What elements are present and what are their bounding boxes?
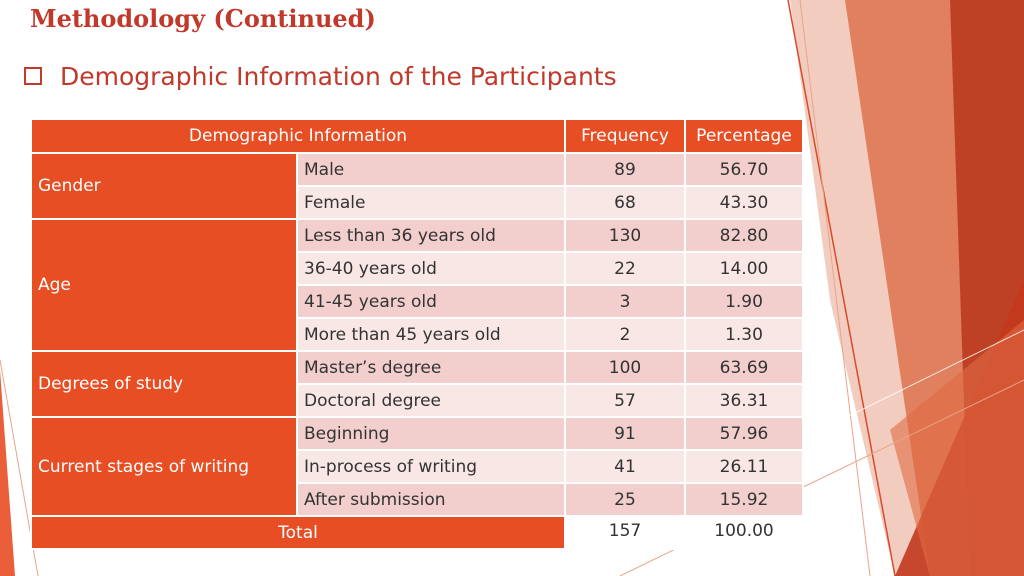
- checkbox-bullet-icon: [24, 67, 42, 85]
- row-label: 36-40 years old: [296, 251, 566, 286]
- row-frequency: 22: [564, 251, 686, 286]
- row-percentage: 1.90: [684, 284, 804, 319]
- table-row: Age Less than 36 years old 130 82.80: [30, 218, 804, 352]
- row-frequency: 25: [564, 482, 686, 517]
- row-label: Beginning: [296, 416, 566, 451]
- slide-title: Methodology (Continued): [30, 4, 376, 33]
- table-row: 41-45 years old 3 1.90: [31, 284, 804, 319]
- row-frequency: 68: [564, 185, 686, 220]
- total-row: Total 157 100.00: [30, 515, 804, 550]
- row-frequency: 100: [564, 350, 686, 385]
- row-percentage: 1.30: [684, 317, 804, 352]
- row-percentage: 43.30: [684, 185, 804, 220]
- row-percentage: 15.92: [684, 482, 804, 517]
- row-label: In-process of writing: [296, 449, 566, 484]
- table-row: Female 68 43.30: [31, 185, 804, 220]
- row-percentage: 56.70: [684, 152, 804, 187]
- group-age: Age: [30, 218, 298, 352]
- row-percentage: 26.11: [684, 449, 804, 484]
- table-row: After submission 25 15.92: [31, 482, 804, 517]
- row-label: Less than 36 years old: [296, 218, 566, 253]
- row-frequency: 3: [564, 284, 686, 319]
- group-writing-stages: Current stages of writing: [30, 416, 298, 517]
- table-row: Degrees of study Master’s degree 100 63.…: [30, 350, 804, 418]
- slide-subtitle: Demographic Information of the Participa…: [24, 58, 617, 94]
- header-demographic: Demographic Information: [30, 118, 566, 154]
- group-gender: Gender: [30, 152, 298, 220]
- row-label: 41-45 years old: [296, 284, 566, 319]
- total-label: Total: [30, 515, 566, 550]
- row-frequency: 89: [564, 152, 686, 187]
- row-frequency: 41: [564, 449, 686, 484]
- row-percentage: 82.80: [684, 218, 804, 253]
- group-degrees: Degrees of study: [30, 350, 298, 418]
- row-frequency: 57: [564, 383, 686, 418]
- total-percentage: 100.00: [684, 515, 804, 550]
- total-frequency: 157: [564, 515, 686, 550]
- row-frequency: 91: [564, 416, 686, 451]
- row-label: Male: [296, 152, 566, 187]
- table-row: Current stages of writing Beginning 91 5…: [30, 416, 804, 517]
- row-frequency: 130: [564, 218, 686, 253]
- row-label: After submission: [296, 482, 566, 517]
- row-frequency: 2: [564, 317, 686, 352]
- header-percentage: Percentage: [684, 118, 804, 154]
- row-label: More than 45 years old: [296, 317, 566, 352]
- table-row: Gender Male 89 56.70: [30, 152, 804, 220]
- row-label: Female: [296, 185, 566, 220]
- demographic-table: Demographic Information Frequency Percen…: [30, 118, 804, 550]
- row-percentage: 63.69: [684, 350, 804, 385]
- table-header-row: Demographic Information Frequency Percen…: [30, 118, 804, 154]
- table-row: Doctoral degree 57 36.31: [31, 383, 804, 418]
- table-row: 36-40 years old 22 14.00: [31, 251, 804, 286]
- row-percentage: 14.00: [684, 251, 804, 286]
- row-label: Doctoral degree: [296, 383, 566, 418]
- subtitle-text: Demographic Information of the Participa…: [60, 61, 617, 91]
- row-percentage: 36.31: [684, 383, 804, 418]
- table-row: More than 45 years old 2 1.30: [31, 317, 804, 352]
- header-frequency: Frequency: [564, 118, 686, 154]
- row-percentage: 57.96: [684, 416, 804, 451]
- row-label: Master’s degree: [296, 350, 566, 385]
- table-row: In-process of writing 41 26.11: [31, 449, 804, 484]
